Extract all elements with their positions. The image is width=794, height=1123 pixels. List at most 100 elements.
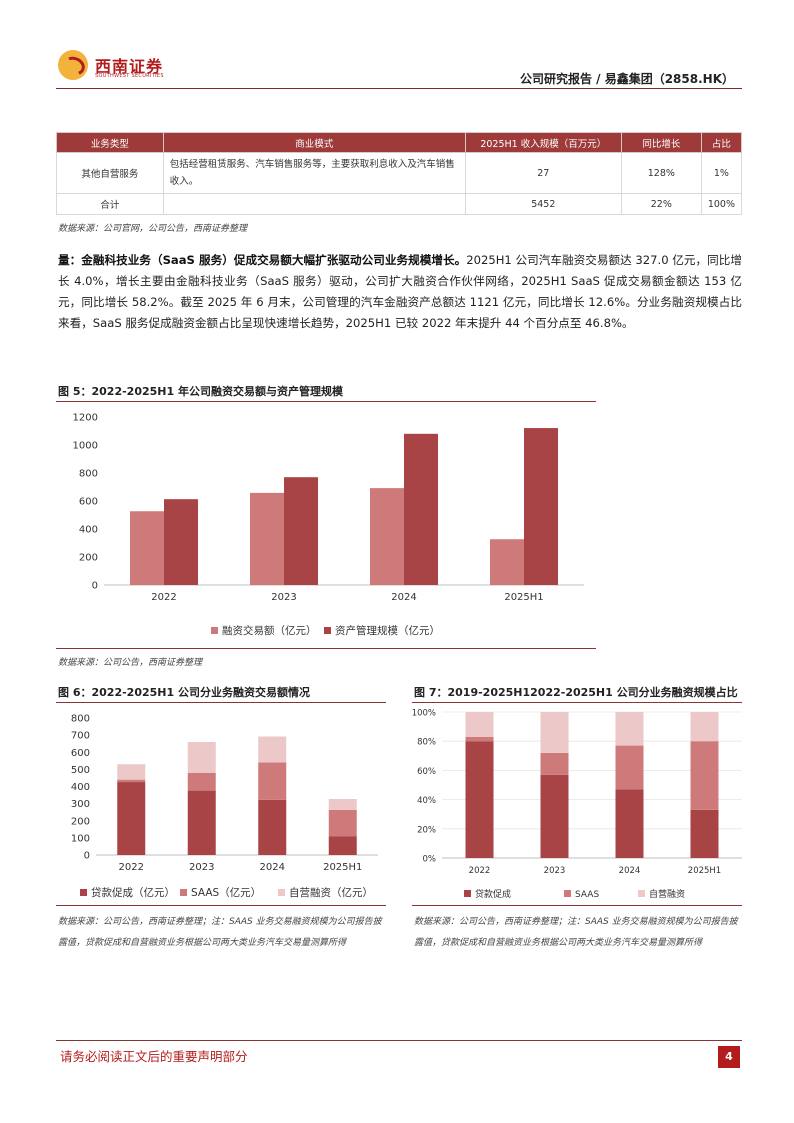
x-tick-label: 2022 [119, 862, 144, 873]
x-tick-label: 2023 [271, 592, 296, 603]
y-tick-label: 400 [79, 525, 98, 536]
th-type: 业务类型 [56, 132, 164, 153]
cell-share: 1% [700, 152, 743, 194]
loan-facilitation-bar [615, 789, 644, 858]
brand-subtitle: SOUTHWEST SECURITIES [95, 73, 164, 79]
header-divider [56, 88, 742, 89]
saas-bar [615, 745, 644, 790]
th-share: 占比 [700, 132, 743, 153]
fig6-source: 数据来源：公司公告，西南证券整理；注：SAAS 业务交易融资规模为公司报告披露值… [58, 917, 382, 948]
legend-swatch [180, 889, 187, 896]
y-tick-label: 60% [417, 767, 436, 777]
cell-model: 包括经营租赁服务、汽车销售服务等，主要获取利息收入及汽车销售收入。 [162, 152, 466, 194]
legend-swatch [638, 890, 645, 897]
x-tick-label: 2023 [189, 862, 214, 873]
x-tick-label: 2024 [391, 592, 416, 603]
footer-notice: 请务必阅读正文后的重要声明部分 [60, 1049, 248, 1064]
y-tick-label: 100 [71, 833, 90, 844]
fig6-bottom-divider [56, 905, 386, 906]
footer-divider [56, 1040, 742, 1041]
y-tick-label: 600 [71, 748, 90, 759]
financing-volume-bar [130, 511, 164, 585]
legend-label: SAAS [575, 890, 599, 900]
brand-logo-icon [58, 50, 88, 80]
fig7-source: 数据来源：公司公告，西南证券整理；注：SAAS 业务交易融资规模为公司报告披露值… [414, 917, 738, 948]
financing-volume-bar [250, 492, 284, 585]
legend-swatch [324, 627, 331, 634]
th-yoy: 同比增长 [620, 132, 702, 153]
cell-revenue: 27 [464, 152, 622, 194]
y-tick-label: 400 [71, 782, 90, 793]
fig5-bottom-divider [56, 648, 596, 649]
self-operated-bar [615, 712, 644, 746]
legend-swatch [80, 889, 87, 896]
self-operated-bar [117, 764, 146, 780]
legend-label: 自营融资 [649, 888, 685, 900]
x-tick-label: 2023 [544, 866, 566, 876]
fig7-title: 图 7：2019-2025H12022-2025H1 公司分业务融资规模占比 [414, 686, 738, 699]
loan-facilitation-bar [328, 836, 357, 855]
x-tick-label: 2024 [619, 866, 641, 876]
saas-bar [465, 736, 494, 742]
y-tick-label: 80% [417, 738, 436, 748]
cell-share: 100% [700, 193, 743, 215]
saas-bar [690, 741, 719, 810]
y-tick-label: 20% [417, 825, 436, 835]
self-operated-bar [328, 799, 357, 810]
self-operated-bar [540, 712, 569, 753]
self-operated-bar [187, 741, 216, 773]
legend-label: 贷款促成 [475, 888, 511, 900]
loan-facilitation-bar [540, 774, 569, 858]
brand-name: 西南证券 [95, 57, 164, 76]
fig7-chart: 0% 20% 40% 60% 80% 100% 2022 2023 2024 2025H1 贷款促成… [412, 709, 742, 900]
y-tick-label: 800 [71, 714, 90, 725]
financing-volume-bar [490, 539, 524, 585]
aum-bar [284, 477, 318, 585]
legend-label: 融资交易额（亿元） [222, 624, 317, 637]
fig5-title-divider [56, 401, 596, 402]
aum-bar [404, 433, 438, 585]
page-number: 4 [718, 1046, 740, 1068]
paragraph-lead: 量：金融科技业务（SaaS 服务）促成交易额大幅扩张驱动公司业务规模增长。 [58, 253, 467, 267]
y-tick-label: 600 [79, 497, 98, 508]
paragraph-body: 2025H1 公司汽车融资交易额达 327.0 亿元，同比增长 4.0%，增长主… [58, 253, 742, 330]
y-tick-label: 40% [417, 796, 436, 806]
loan-facilitation-bar [690, 809, 719, 858]
y-tick-label: 0 [92, 581, 98, 592]
saas-bar [328, 809, 357, 837]
self-operated-bar [465, 712, 494, 737]
fig6-chart: 0 100 200 300 400 500 600 700 800 2022 2023 2024 202… [71, 714, 378, 899]
saas-bar [540, 752, 569, 775]
loan-facilitation-bar [187, 790, 216, 855]
report-label: 公司研究报告 / 易鑫集团（2858.HK） [519, 72, 734, 86]
y-tick-label: 300 [71, 799, 90, 810]
y-tick-label: 200 [71, 816, 90, 827]
x-tick-label: 2024 [260, 862, 285, 873]
x-tick-label: 2025H1 [688, 866, 721, 876]
legend-label: 贷款促成（亿元） [91, 886, 175, 899]
business-table: 业务类型 商业模式 2025H1 收入规模（百万元） 同比增长 占比 其他自营服… [56, 132, 743, 215]
financing-volume-bar [370, 488, 404, 585]
x-tick-label: 2022 [469, 866, 491, 876]
cell-model [162, 193, 466, 215]
saas-bar [117, 779, 146, 783]
fig5-chart: 0 200 400 600 800 1000 1200 2022 2023 2024 2025H1 融… [73, 413, 584, 637]
legend-label: 自营融资（亿元） [289, 886, 373, 899]
cell-type: 其他自营服务 [56, 152, 164, 194]
loan-facilitation-bar [465, 741, 494, 858]
fig6-title: 图 6：2022-2025H1 公司分业务融资交易额情况 [58, 686, 310, 699]
legend-label: 资产管理规模（亿元） [335, 624, 440, 637]
legend-swatch [464, 890, 471, 897]
legend-swatch [564, 890, 571, 897]
aum-bar [164, 499, 198, 585]
legend-swatch [211, 627, 218, 634]
y-tick-label: 800 [79, 469, 98, 480]
cell-yoy: 22% [620, 193, 702, 215]
legend-label: SAAS（亿元） [191, 886, 261, 899]
fig5-title: 图 5：2022-2025H1 年公司融资交易额与资产管理规模 [58, 385, 343, 398]
loan-facilitation-bar [258, 799, 287, 855]
cell-yoy: 128% [620, 152, 702, 194]
fig7-bottom-divider [412, 905, 742, 906]
fig5-source: 数据来源：公司公告，西南证券整理 [58, 658, 203, 668]
x-tick-label: 2025H1 [504, 592, 543, 603]
